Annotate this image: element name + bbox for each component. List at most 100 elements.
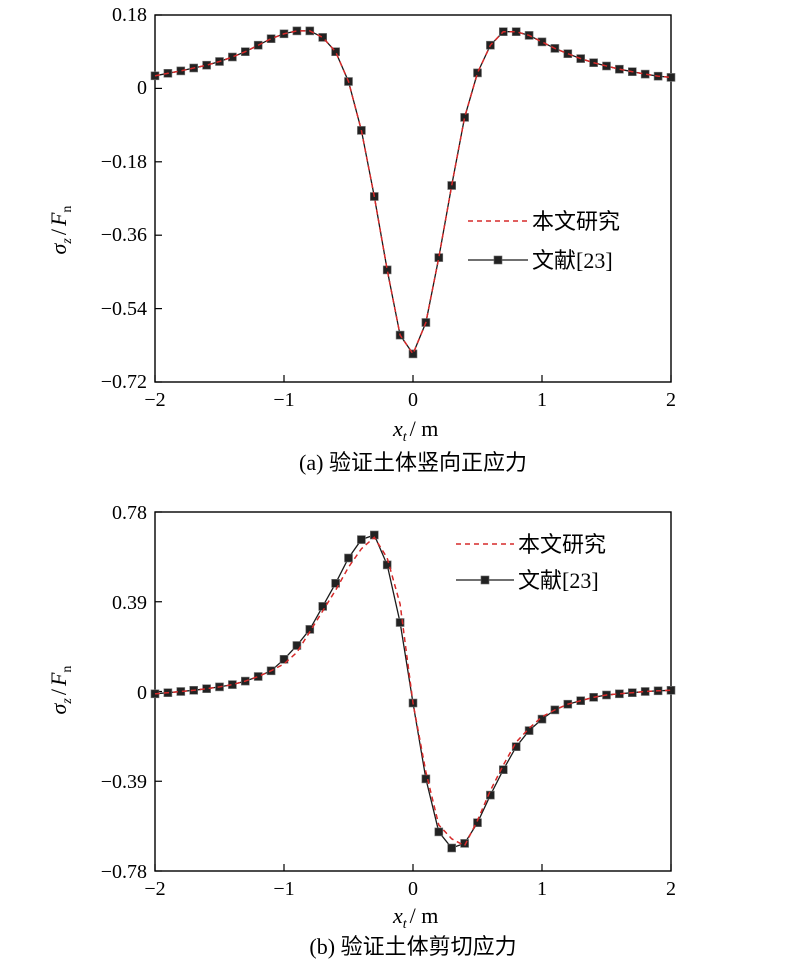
chart-b-xtick-2: 0: [408, 878, 418, 900]
chart-b-xlabel-unit: / m: [410, 903, 439, 928]
chart-a-xtick-0: −2: [144, 389, 165, 411]
chart-b-series-1-point-18: [382, 560, 392, 570]
chart-b-xticks: −2 −1 0 1 2: [144, 878, 676, 900]
chart-b-series-1-point-26: [486, 790, 495, 800]
chart-a-series-1-point-23: [447, 181, 457, 190]
chart-a-ytick-0: 0.18: [112, 4, 147, 26]
chart-a-xtick-1: −1: [273, 389, 294, 411]
chart-b-series-1-point-6: [228, 680, 237, 689]
chart-a-xticks: −2 −1 0 1 2: [144, 389, 676, 411]
chart-b-series-1-point-27: [498, 765, 508, 775]
chart-a-ylabel-num: σ: [46, 242, 71, 254]
chart-a-ylabel-den-sub: n: [60, 206, 75, 213]
chart-b-series-1-point-19: [395, 618, 405, 627]
chart-a-series-1-line: [154, 30, 672, 356]
chart-b-series-1-point-12: [305, 625, 315, 634]
chart-a-yticks: 0.18 0 −0.18 −0.36 −0.54 −0.72: [101, 4, 147, 393]
chart-b-xlabel-sub: t: [403, 917, 408, 932]
chart-a-series-1-point-4: [202, 60, 211, 70]
chart-b-series-1-point-29: [524, 726, 534, 735]
chart-b-legend: 本文研究 文献[23]: [456, 532, 606, 593]
chart-a-ytick-3: −0.36: [101, 224, 147, 246]
chart-a-series-1-point-9: [266, 34, 276, 44]
chart-b-series-1-point-11: [292, 641, 302, 650]
chart-b-series-1-point-22: [434, 827, 444, 837]
chart-a-xlabel: xt / m: [392, 416, 438, 445]
chart-b-xtick-0: −2: [144, 878, 165, 900]
chart-b: 0.78 0.39 0 −0.39 −0.78 −2 −1 0 1 2 σz/F…: [46, 502, 676, 959]
chart-a: 0.18 0 −0.18 −0.36 −0.54 −0.72 −2 −1 0 1…: [46, 4, 676, 475]
chart-b-ylabel-num-sub: z: [60, 698, 75, 705]
chart-b-ytick-2: 0: [137, 682, 147, 704]
chart-a-xlabel-unit: / m: [410, 416, 439, 441]
chart-a-caption: (a) 验证土体竖向正应力: [299, 450, 527, 475]
chart-a-ytick-2: −0.18: [101, 151, 147, 173]
chart-b-xtick-1: −1: [273, 878, 294, 900]
chart-a-series-1-point-6: [228, 52, 237, 62]
chart-a-legend: 本文研究 文献[23]: [468, 209, 620, 273]
chart-a-series-1-point-24: [460, 113, 469, 122]
chart-b-series: [150, 530, 676, 853]
chart-b-series-1-point-8: [253, 672, 263, 681]
chart-b-ytick-4: −0.78: [101, 861, 147, 883]
chart-a-series: [150, 26, 676, 359]
chart-a-series-0-overlay: [154, 30, 672, 356]
chart-b-axis-ticks: [154, 511, 672, 872]
chart-b-ylabel-num: σ: [46, 702, 71, 714]
chart-a-xtick-3: 1: [537, 389, 547, 411]
chart-b-xlabel: xt / m: [392, 903, 438, 932]
chart-b-frame: [154, 511, 672, 872]
chart-b-caption: (b) 验证土体剪切应力: [309, 934, 516, 959]
chart-a-ylabel-den: F: [46, 212, 71, 227]
chart-b-ylabel-den: F: [46, 672, 71, 687]
chart-a-xlabel-var: x: [392, 416, 403, 441]
chart-a-axis-ticks: [154, 14, 672, 383]
chart-b-legend-label-1: 文献[23]: [518, 568, 599, 593]
chart-a-legend-label-0: 本文研究: [532, 209, 620, 234]
chart-a-frame: [154, 14, 672, 383]
chart-b-series-1-point-16: [357, 535, 366, 544]
chart-b-legend-label-0: 本文研究: [518, 532, 606, 557]
chart-b-ytick-3: −0.39: [101, 771, 147, 793]
chart-a-series-1-point-2: [176, 66, 186, 76]
chart-b-series-1-point-23: [447, 843, 457, 853]
chart-b-series-1-point-17: [369, 530, 379, 540]
chart-b-ytick-1: 0.39: [112, 592, 147, 614]
chart-b-series-1-point-15: [344, 553, 353, 563]
chart-a-xlabel-sub: t: [403, 430, 408, 445]
chart-a-series-1-point-22: [434, 253, 444, 262]
chart-b-series-1-point-10: [279, 654, 289, 664]
chart-a-ytick-1: 0: [137, 77, 147, 99]
chart-a-series-1-point-32: [563, 49, 573, 59]
chart-a-ytick-5: −0.72: [101, 371, 147, 393]
chart-b-legend-marker-1: [480, 575, 490, 585]
chart-b-series-0-overlay: [154, 536, 672, 847]
chart-a-series-1-point-14: [331, 47, 340, 57]
chart-a-ylabel: σz/Fn: [46, 206, 75, 255]
chart-a-series-1-point-36: [615, 64, 624, 74]
chart-b-ylabel-den-sub: n: [60, 666, 75, 673]
chart-a-series-1-point-25: [473, 68, 482, 78]
chart-a-legend-label-1: 文献[23]: [532, 248, 613, 273]
chart-b-ytick-0: 0.78: [112, 502, 147, 524]
chart-a-ytick-4: −0.54: [101, 298, 147, 320]
chart-b-xlabel-var: x: [392, 903, 403, 928]
chart-a-series-1-point-13: [318, 33, 328, 42]
chart-b-xtick-4: 2: [666, 878, 676, 900]
chart-a-ylabel-num-sub: z: [60, 238, 75, 245]
chart-b-series-1-point-24: [460, 839, 469, 848]
chart-b-series-1-point-28: [511, 742, 521, 752]
chart-b-yticks: 0.78 0.39 0 −0.39 −0.78: [101, 502, 147, 883]
chart-a-series-1-point-30: [537, 37, 547, 47]
chart-b-series-1-point-30: [537, 714, 547, 724]
chart-b-xtick-3: 1: [537, 878, 547, 900]
chart-b-ylabel: σz/Fn: [46, 666, 75, 715]
chart-a-xtick-2: 0: [408, 389, 418, 411]
chart-a-xtick-4: 2: [666, 389, 676, 411]
chart-a-legend-marker-1: [493, 255, 503, 265]
chart-b-series-1-point-13: [318, 602, 328, 611]
chart-a-series-1-point-20: [408, 349, 418, 359]
chart-b-series-1-point-14: [331, 578, 340, 588]
chart-a-series-0-line: [154, 30, 672, 356]
